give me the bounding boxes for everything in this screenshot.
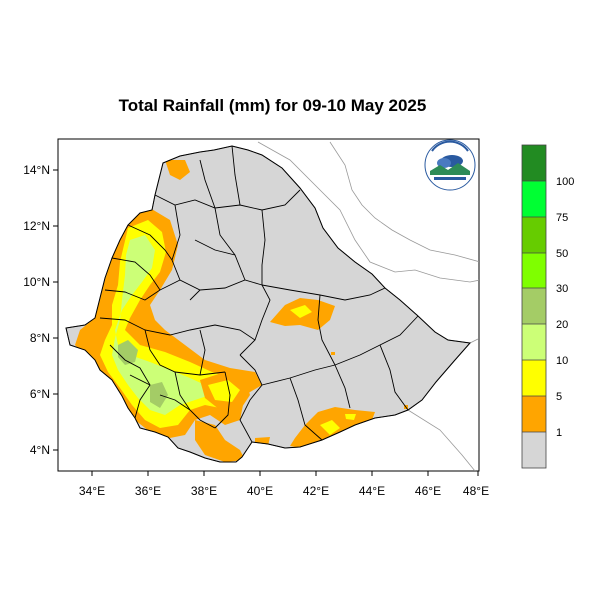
rain-area-20-30mm xyxy=(118,340,168,408)
rainfall-shading xyxy=(75,160,408,462)
x-tick-label: 34°E xyxy=(79,484,105,498)
y-axis-ticks xyxy=(53,169,58,451)
rain-area-1-5mm xyxy=(165,160,190,180)
x-axis-ticks xyxy=(91,471,479,476)
rain-area-1-5mm xyxy=(331,352,335,355)
coastline xyxy=(329,141,479,263)
colorbar-label: 50 xyxy=(556,248,568,260)
colorbar-label: 100 xyxy=(556,176,574,188)
x-tick-label: 42°E xyxy=(303,484,329,498)
rain-area-10-20mm xyxy=(112,235,210,415)
colorbar-swatch xyxy=(522,253,546,288)
colorbar-label: 30 xyxy=(556,283,568,295)
colorbar-swatch xyxy=(522,396,546,432)
colorbar-label: 10 xyxy=(556,355,568,367)
coastline xyxy=(469,338,479,344)
colorbar-label: 75 xyxy=(556,212,568,224)
colorbar-swatch xyxy=(522,324,546,360)
y-tick-label: 4°N xyxy=(30,443,50,457)
x-tick-label: 46°E xyxy=(415,484,441,498)
colorbar: 1 5 10 20 30 50 75 100 xyxy=(521,144,574,469)
colorbar-swatch xyxy=(522,217,546,253)
ethiopian-meteorology-institute-logo xyxy=(424,139,476,191)
coastline xyxy=(407,409,476,471)
rain-area-5-10mm xyxy=(290,305,312,318)
admin-boundaries xyxy=(99,145,419,443)
colorbar-swatch xyxy=(522,181,546,217)
colorbar-label: 20 xyxy=(556,319,568,331)
y-tick-label: 10°N xyxy=(23,275,50,289)
colorbar-swatch xyxy=(522,288,546,324)
x-tick-label: 44°E xyxy=(359,484,385,498)
y-tick-label: 12°N xyxy=(23,219,50,233)
x-tick-label: 48°E xyxy=(463,484,489,498)
rain-area-5-10mm xyxy=(208,380,240,402)
rain-area-5-10mm xyxy=(320,414,356,435)
country-border xyxy=(65,145,471,463)
y-tick-label: 8°N xyxy=(30,331,50,345)
y-tick-label: 6°N xyxy=(30,387,50,401)
rain-area-1-5mm xyxy=(195,420,245,462)
y-tick-label: 14°N xyxy=(23,163,50,177)
colorbar-swatch xyxy=(522,145,546,181)
map-title: Total Rainfall (mm) for 09-10 May 2025 xyxy=(118,96,427,115)
x-tick-label: 40°E xyxy=(247,484,273,498)
colorbar-swatch xyxy=(522,360,546,396)
colorbar-label: 5 xyxy=(556,391,562,403)
colorbar-frame xyxy=(521,144,547,469)
x-tick-label: 36°E xyxy=(135,484,161,498)
colorbar-swatch xyxy=(522,432,546,468)
colorbar-label: 1 xyxy=(556,427,562,439)
coastline xyxy=(257,141,479,283)
x-tick-label: 38°E xyxy=(191,484,217,498)
